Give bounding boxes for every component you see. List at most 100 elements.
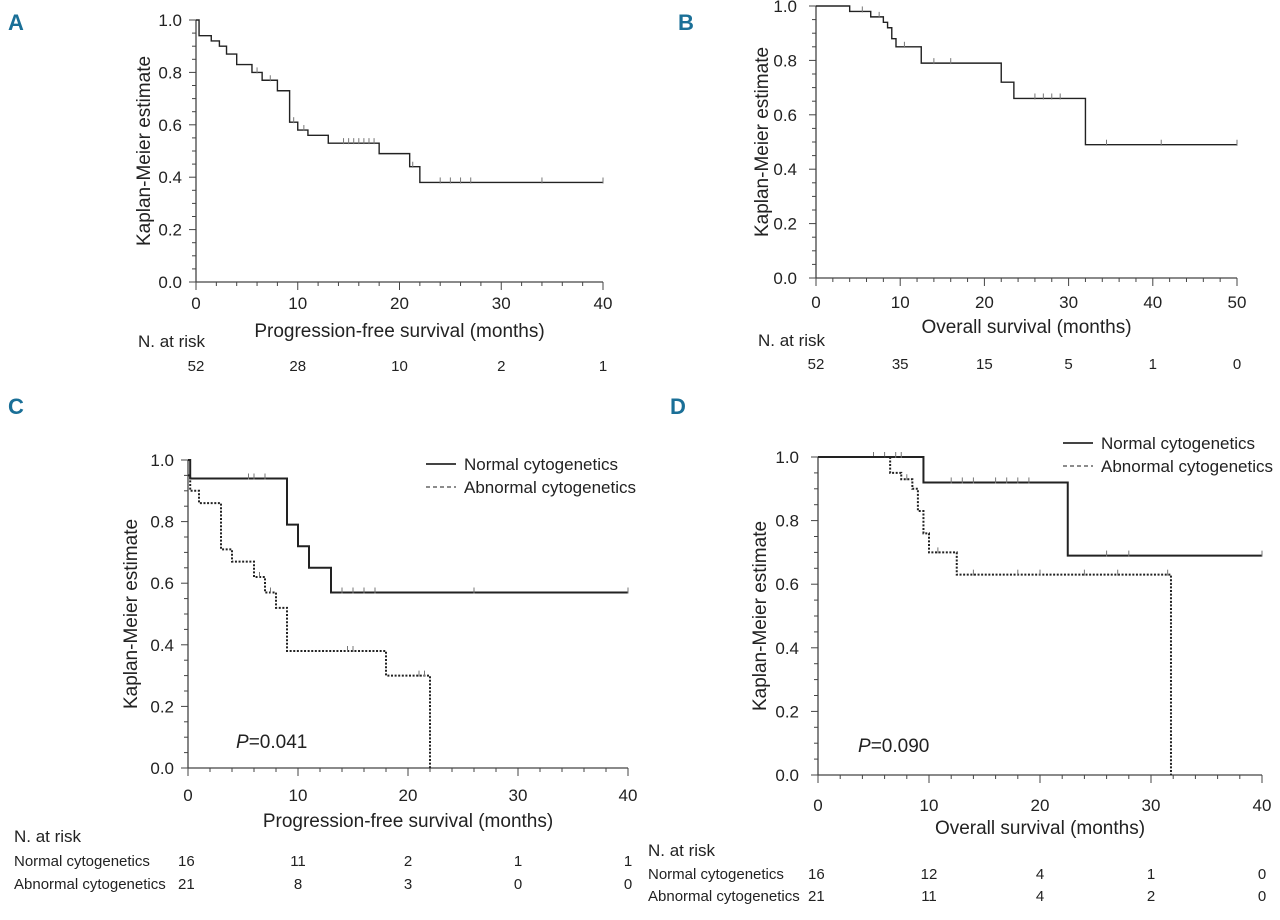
risk-count: 0 — [624, 876, 632, 893]
x-tick-label: 0 — [811, 293, 820, 312]
risk-count: 28 — [289, 358, 306, 375]
y-tick-label: 0.4 — [773, 160, 797, 179]
x-tick-label: 0 — [813, 796, 822, 815]
risk-count: 15 — [976, 356, 993, 373]
x-tick-label: 40 — [594, 294, 613, 313]
risk-table-title: N. at risk — [14, 827, 82, 846]
risk-count: 4 — [1036, 888, 1044, 905]
risk-table-title: N. at risk — [758, 331, 826, 350]
km-curve-all-patients — [816, 5, 1237, 146]
x-tick-label: 0 — [191, 294, 200, 313]
x-tick-label: 30 — [492, 294, 511, 313]
x-tick-label: 20 — [975, 293, 994, 312]
p-value-number: =0.090 — [871, 736, 930, 757]
y-tick-label: 1.0 — [150, 451, 174, 470]
km-curve-abnormal-cytogenetics — [818, 456, 1172, 775]
risk-count: 52 — [808, 356, 825, 373]
y-axis-label: Kaplan-Meier estimate — [752, 47, 773, 237]
x-tick-label: 20 — [399, 786, 418, 805]
y-tick-label: 0.6 — [775, 575, 799, 594]
y-tick-label: 0.2 — [775, 702, 799, 721]
x-tick-label: 20 — [390, 294, 409, 313]
y-tick-label: 0.2 — [158, 221, 182, 240]
y-tick-label: 0.6 — [150, 574, 174, 593]
y-tick-label: 0.6 — [773, 106, 797, 125]
risk-count: 16 — [808, 866, 825, 883]
y-tick-label: 0.0 — [775, 766, 799, 785]
y-tick-label: 0.0 — [150, 759, 174, 778]
km-curve-all-patients — [196, 19, 603, 184]
p-value-label: P — [858, 736, 871, 757]
y-tick-label: 0.6 — [158, 116, 182, 135]
risk-count: 0 — [1258, 888, 1266, 905]
risk-count: 0 — [1258, 866, 1266, 883]
y-tick-label: 0.8 — [158, 63, 182, 82]
x-tick-label: 40 — [619, 786, 638, 805]
legend-label: Normal cytogenetics — [1101, 434, 1255, 453]
risk-count: 12 — [921, 866, 938, 883]
risk-count: 4 — [1036, 866, 1044, 883]
legend-label: Abnormal cytogenetics — [1101, 457, 1273, 476]
risk-count: 5 — [1064, 356, 1072, 373]
risk-count: 0 — [514, 876, 522, 893]
risk-count: 52 — [188, 358, 205, 375]
risk-count: 10 — [391, 358, 408, 375]
risk-count: 2 — [1147, 888, 1155, 905]
panel-letter: B — [678, 10, 694, 35]
panel-a: A 0 10 20 30 40 0.0 0.2 0.4 0.6 0.8 1.0 Progression-… — [8, 10, 612, 375]
legend-label: Abnormal cytogenetics — [464, 478, 636, 497]
y-axis-label: Kaplan-Meier estimate — [134, 56, 155, 246]
p-value-number: =0.041 — [249, 732, 308, 753]
risk-count: 2 — [404, 853, 412, 870]
y-tick-label: 0.0 — [158, 273, 182, 292]
panel-letter: C — [8, 394, 24, 419]
panel-letter: A — [8, 10, 24, 35]
risk-count: 2 — [497, 358, 505, 375]
km-curve-normal-cytogenetics — [188, 459, 628, 594]
x-tick-label: 40 — [1253, 796, 1272, 815]
risk-row-label: Normal cytogenetics — [648, 866, 784, 883]
risk-count: 8 — [294, 876, 302, 893]
y-tick-label: 0.4 — [158, 168, 182, 187]
y-tick-label: 1.0 — [773, 0, 797, 16]
risk-count: 21 — [808, 888, 825, 905]
y-tick-label: 0.8 — [775, 512, 799, 531]
risk-count: 21 — [178, 876, 195, 893]
risk-count: 16 — [178, 853, 195, 870]
x-tick-label: 10 — [289, 786, 308, 805]
risk-table-title: N. at risk — [648, 841, 716, 860]
x-tick-label: 50 — [1228, 293, 1247, 312]
x-tick-label: 10 — [891, 293, 910, 312]
y-tick-label: 0.4 — [150, 636, 174, 655]
y-tick-label: 0.0 — [773, 269, 797, 288]
y-tick-label: 1.0 — [158, 11, 182, 30]
risk-row-label: Abnormal cytogenetics — [14, 876, 166, 893]
x-axis-label: Overall survival (months) — [921, 317, 1131, 338]
x-tick-label: 40 — [1143, 293, 1162, 312]
panel-letter: D — [670, 394, 686, 419]
x-axis-label: Overall survival (months) — [935, 818, 1145, 839]
km-curve-abnormal-cytogenetics — [188, 474, 431, 768]
risk-row-label: Abnormal cytogenetics — [648, 888, 800, 905]
risk-count: 1 — [599, 358, 607, 375]
y-tick-label: 1.0 — [775, 448, 799, 467]
risk-count: 35 — [892, 356, 909, 373]
x-tick-label: 30 — [509, 786, 528, 805]
x-tick-label: 10 — [288, 294, 307, 313]
legend-label: Normal cytogenetics — [464, 455, 618, 474]
x-tick-label: 30 — [1142, 796, 1161, 815]
risk-count: 1 — [514, 853, 522, 870]
risk-row-label: Normal cytogenetics — [14, 853, 150, 870]
y-tick-label: 0.8 — [150, 513, 174, 532]
y-axis-label: Kaplan-Meier estimate — [121, 519, 142, 709]
y-tick-label: 0.8 — [773, 51, 797, 70]
x-tick-label: 10 — [920, 796, 939, 815]
x-tick-label: 30 — [1059, 293, 1078, 312]
panel-c: C0 10 20 30 400.00.20.40.60.81.0Progression-… — [8, 394, 637, 893]
x-axis-label: Progression-free survival (months) — [254, 321, 544, 342]
p-value: P=0.090 — [858, 736, 929, 757]
